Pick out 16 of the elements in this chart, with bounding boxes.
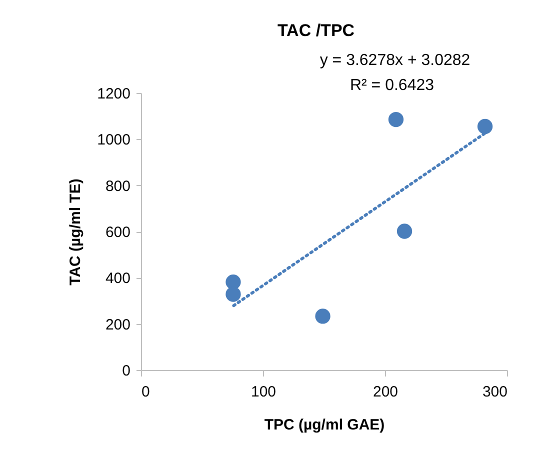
x-tick-label: 200 bbox=[372, 384, 398, 400]
y-tick-label: 600 bbox=[105, 224, 130, 241]
text: y = 3.6278x + 3.0282 bbox=[320, 52, 470, 69]
chart-title: TAC /TPC bbox=[277, 21, 355, 40]
x-tick-label: 300 bbox=[482, 384, 508, 400]
y-axis-title: TAC (µg/ml TE) bbox=[67, 178, 84, 286]
y-tick-label: 800 bbox=[105, 178, 130, 195]
y-tick-label: 400 bbox=[105, 270, 130, 288]
y-tick-label: 1000 bbox=[97, 132, 130, 149]
y-tick-label: 0 bbox=[122, 362, 130, 380]
y-tick-label: 1200 bbox=[97, 86, 130, 102]
x-axis-title: TPC (µg/ml GAE) bbox=[264, 416, 385, 434]
annotation: R² = 0.6423 bbox=[350, 77, 434, 94]
x-tick-label: 0 bbox=[142, 384, 150, 400]
y-tick-label: 200 bbox=[105, 316, 130, 334]
x-tick-label: 100 bbox=[250, 384, 276, 400]
